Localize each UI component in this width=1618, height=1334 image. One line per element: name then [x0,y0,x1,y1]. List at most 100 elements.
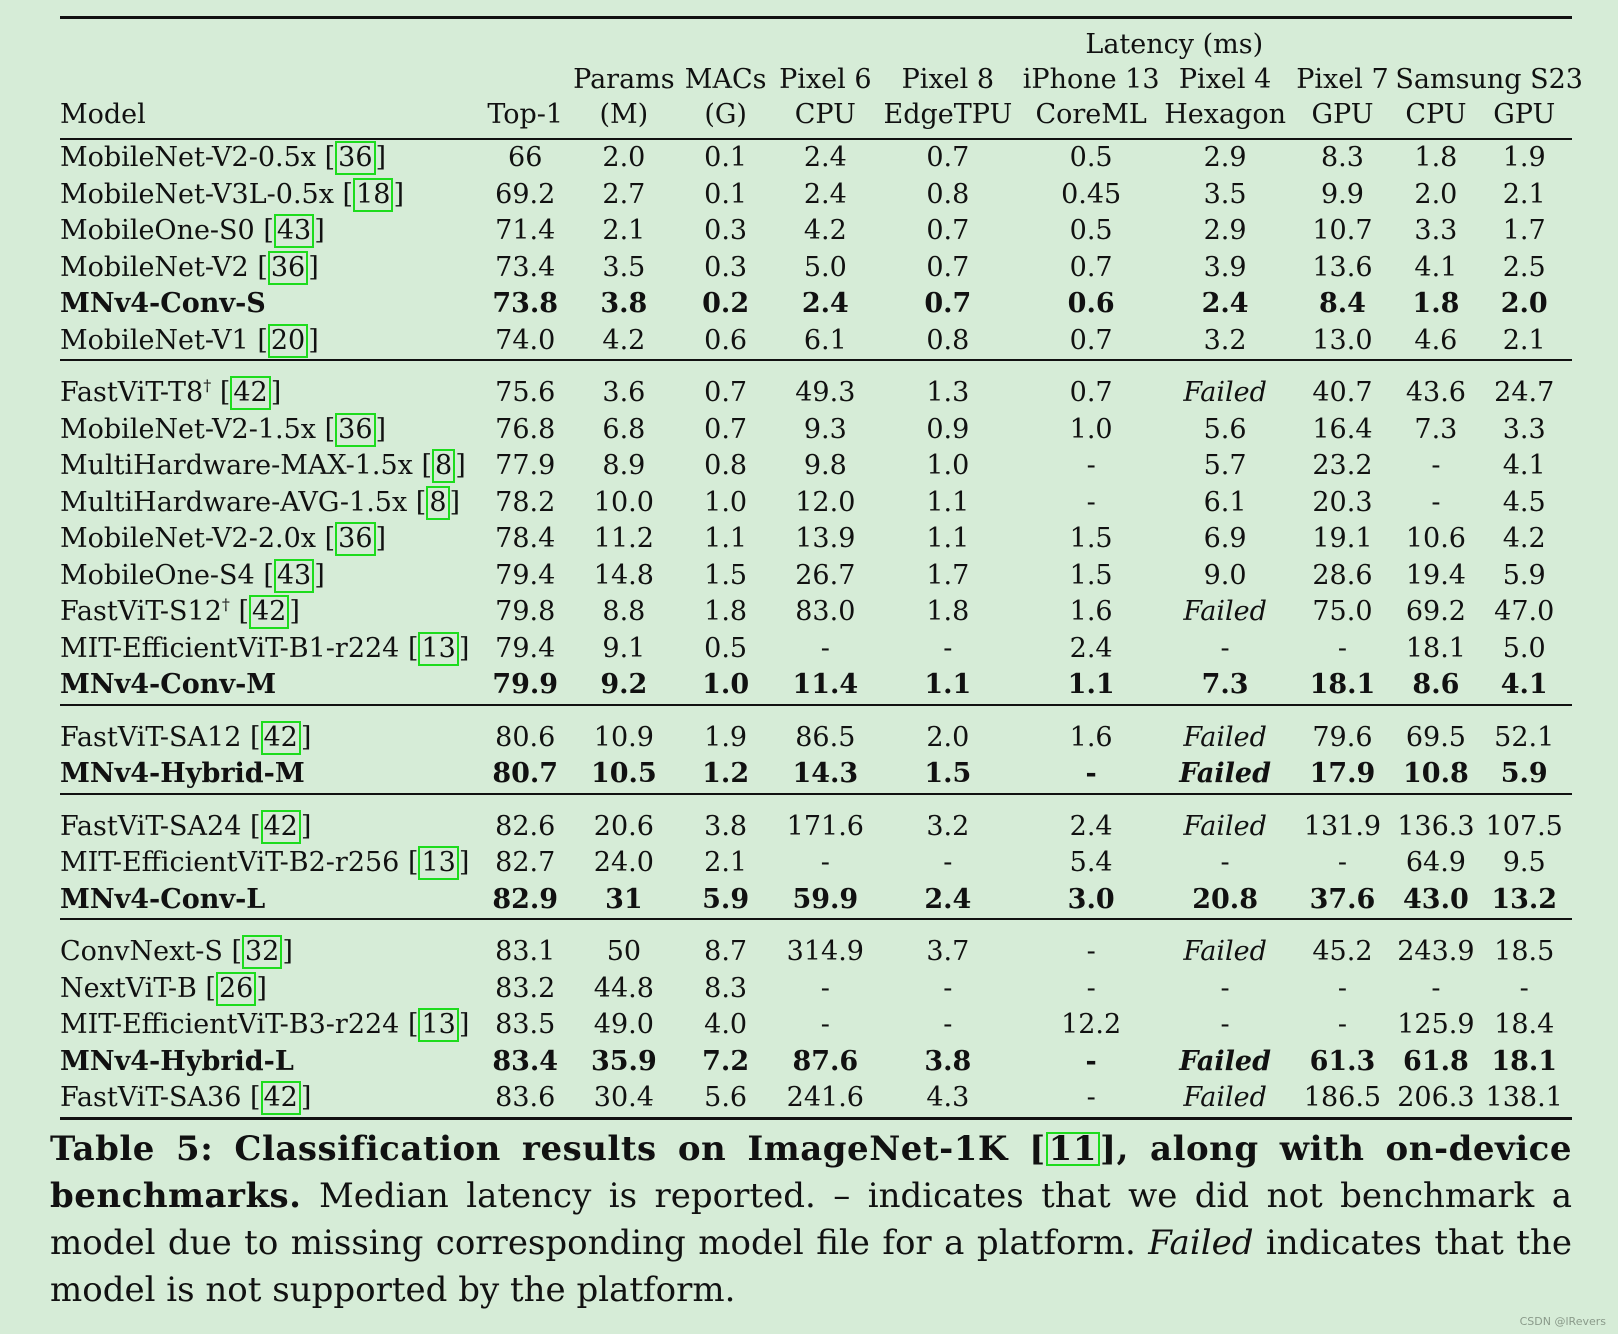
citation-link[interactable]: 8 [432,449,456,483]
value-cell-p4hex: Failed [1183,377,1267,408]
value-cell-p6cpu: 49.3 [795,377,856,408]
value-cell-p4hex: 2.9 [1203,142,1247,173]
value-cell-params: 2.7 [602,178,646,210]
value-cell-iphone: 5.4 [1069,847,1113,878]
value-cell-p8tpu: 0.7 [926,251,970,283]
value-cell-p7gpu: 20.3 [1312,486,1373,518]
model-name-cell: MNv4-Hybrid-L [60,1044,477,1081]
citation-link[interactable]: 11 [1045,1132,1100,1166]
header-top1-top [477,62,573,97]
header-model-bottom: Model [60,97,478,140]
model-name-cell: FastViT-SA12 [42] [60,720,312,755]
value-cell-macs: 0.6 [674,322,777,361]
citation-link[interactable]: 13 [418,631,459,666]
value-cell-s23cpu: 64.9 [1405,847,1466,878]
value-cell-params: 3.8 [600,288,648,319]
citation-link[interactable]: 20 [267,323,309,358]
header-p4hex-bottom: Hexagon [1160,97,1290,140]
table-row: ConvNext-S [32] 83.1 50 8.7 314.9 3.7 - Failed 4… [60,919,1572,971]
citation-link[interactable]: 18 [353,177,394,212]
value-cell-p6cpu: 11.4 [776,667,875,706]
citation-link[interactable]: 42 [249,595,290,629]
citation-link[interactable]: 42 [260,809,301,844]
value-cell-s23gpu: 2.0 [1500,288,1548,319]
header-p7gpu-bottom: GPU [1289,97,1396,140]
value-cell-s23cpu: 7.3 [1414,413,1458,445]
value-cell-s23gpu: 4.2 [1502,523,1546,554]
value-cell-s23gpu: 9.5 [1502,847,1546,878]
value-cell-params: 2.0 [602,142,646,173]
table-row: MIT-EfficientViT-B3-r224 [13] 83.5 49.0 4.0… [60,1007,1572,1044]
value-cell-p8tpu: 0.8 [926,178,970,210]
value-cell-iphone: 3.0 [1021,881,1161,920]
value-cell-p4hex: 20.8 [1160,881,1290,920]
citation-link[interactable]: 13 [418,846,459,880]
citation-link[interactable]: 36 [267,250,309,285]
value-cell-p8tpu: 3.2 [926,810,970,842]
value-cell-s23cpu: 125.9 [1397,1009,1475,1040]
value-cell-p8tpu: 3.7 [926,936,970,967]
table-row: MIT-EfficientViT-B1-r224 [13] 79.4 9.1 0.5 -… [60,631,1572,668]
value-cell-p8tpu: 1.8 [926,596,970,627]
citation-link[interactable]: 36 [335,141,376,175]
value-cell-p8tpu: 1.5 [874,756,1022,795]
value-cell-p4hex: - [1220,972,1230,1004]
value-cell-params: 4.2 [572,322,675,361]
value-cell-p4hex: - [1220,632,1230,664]
value-cell-s23gpu: 2.5 [1502,251,1546,283]
value-cell-s23cpu: 43.0 [1395,881,1477,920]
value-cell-s23cpu: 61.8 [1403,1045,1469,1077]
value-cell-params: 6.8 [602,413,646,445]
value-cell-p4hex: Failed [1183,936,1267,967]
citation-link[interactable]: 36 [335,522,376,556]
value-cell-iphone: - [1086,486,1096,518]
value-cell-p4hex: 3.5 [1203,178,1247,210]
citation-link[interactable]: 8 [426,485,450,520]
model-name-cell: MNv4-Conv-M [60,667,478,706]
table-row: MNv4-Conv-M 79.9 9.2 1.0 11.4 1.1 1.1 7.3 18.1 8.… [60,667,1572,706]
value-cell-params: 8.8 [602,596,646,627]
model-name: MIT-EfficientViT-B1-r224 [60,632,400,664]
dagger-mark: † [203,376,212,395]
model-name-cell: MobileNet-V2-0.5x [36] [60,141,387,175]
value-cell-s23cpu: 206.3 [1395,1080,1477,1120]
value-cell-p4hex: 6.1 [1203,486,1247,518]
table-row: FastViT-S12† [42] 79.8 8.8 1.8 83.0 1.8 1.6 Fai… [60,594,1572,631]
citation-link[interactable]: 36 [335,412,376,447]
model-name: MIT-EfficientViT-B2-r256 [60,847,400,878]
value-cell-iphone: 0.5 [1069,142,1113,173]
value-cell-iphone: - [1086,972,1096,1004]
value-cell-p7gpu: 8.3 [1320,142,1364,173]
value-cell-p7gpu: 10.7 [1312,215,1373,246]
table-row: MobileNet-V2-2.0x [36] 78.4 11.2 1.1 13.9 1.1… [60,521,1572,558]
model-name: MNv4-Conv-M [60,669,277,700]
model-name: MultiHardware-AVG-1.5x [60,486,408,518]
citation-link[interactable]: 42 [260,1081,301,1115]
header-p6cpu-top: Pixel 6 [779,64,872,95]
value-cell-top1: 78.4 [495,523,556,554]
value-cell-p4hex: Failed [1183,810,1267,842]
header-p7gpu-top: Pixel 7 [1296,64,1389,95]
model-name: FastViT-SA24 [60,810,242,842]
value-cell-s23gpu: 4.5 [1502,486,1546,518]
model-name-cell: MNv4-Conv-L [60,881,478,920]
citation-link[interactable]: 26 [215,971,257,1006]
value-cell-p7gpu: 45.2 [1312,936,1373,967]
header-iphone-bottom: CoreML [1021,97,1161,140]
citation-link[interactable]: 42 [230,376,271,410]
citation-link[interactable]: 32 [241,935,283,969]
value-cell-p4hex: 6.9 [1203,523,1247,554]
citation-link[interactable]: 13 [418,1008,459,1042]
table-row: FastViT-SA12 [42] 80.6 10.9 1.9 86.5 2.0 1.6 Fa… [60,705,1572,757]
header-s23cpu-top: Samsung S23 [1395,64,1583,95]
value-cell-macs: 0.1 [704,178,748,210]
citation-link[interactable]: 43 [273,558,315,593]
value-cell-p7gpu: 13.6 [1312,251,1373,283]
value-cell-params: 10.0 [593,486,654,518]
citation-link[interactable]: 43 [273,214,315,248]
value-cell-macs: 0.7 [704,413,748,445]
table-row: FastViT-T8† [42] 75.6 3.6 0.7 49.3 1.3 0.7 Fail… [60,360,1572,412]
citation-link[interactable]: 42 [260,720,301,755]
model-name-cell: FastViT-T8† [42] [60,376,282,410]
value-cell-iphone: 0.45 [1061,178,1122,210]
